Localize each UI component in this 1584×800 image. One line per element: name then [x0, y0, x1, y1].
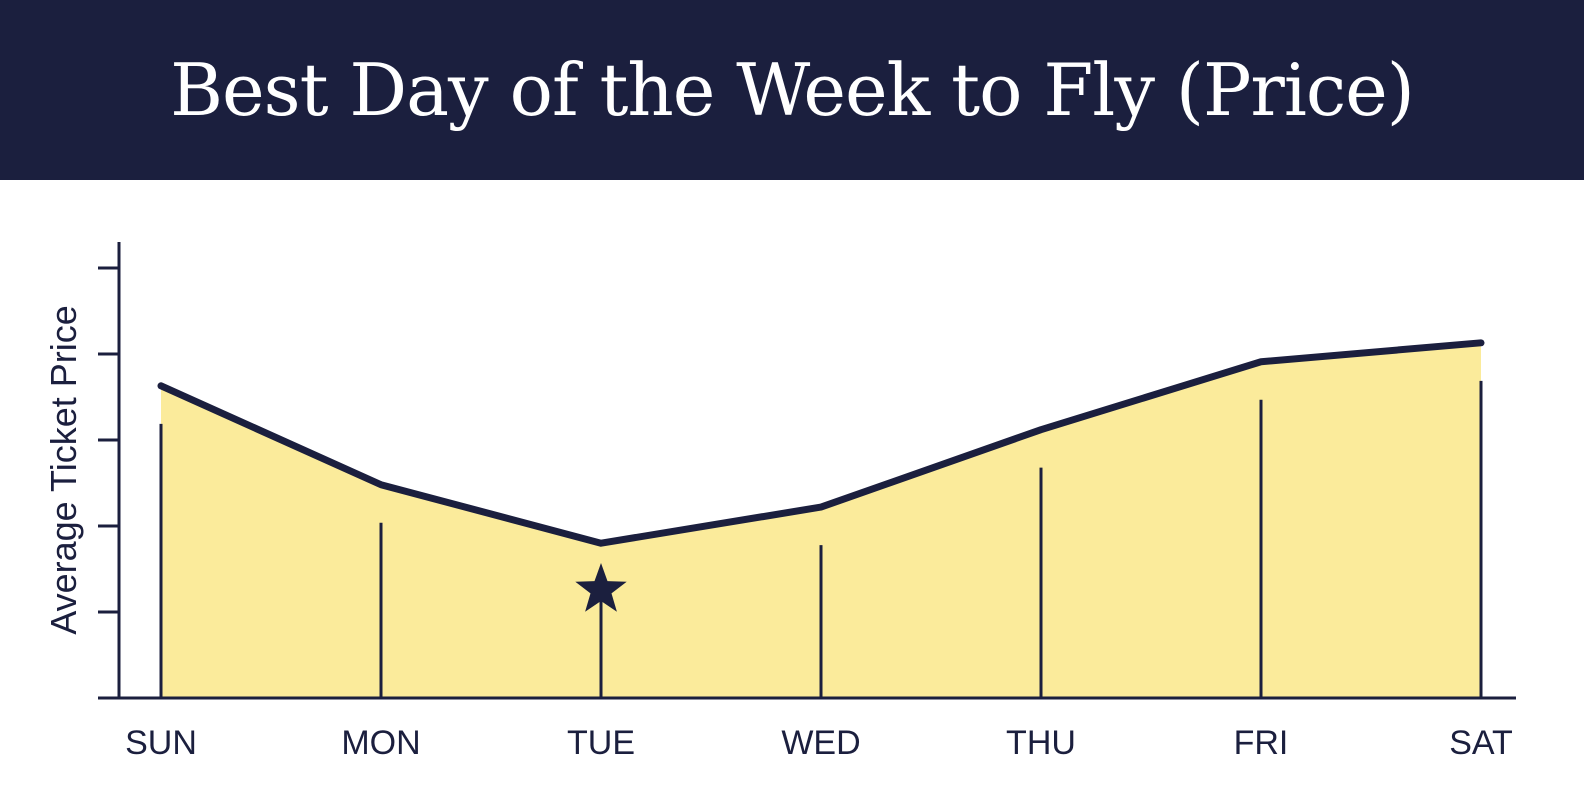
title-banner: Best Day of the Week to Fly (Price)	[0, 0, 1584, 180]
x-tick-label: TUE	[567, 724, 635, 762]
x-tick-label: WED	[781, 724, 860, 762]
x-tick-label: MON	[341, 724, 420, 762]
star-icon	[575, 563, 627, 612]
area-fill	[161, 342, 1481, 698]
y-axis-label: Average Ticket Price	[43, 305, 84, 634]
x-tick-label: SUN	[125, 724, 197, 762]
chart-title: Best Day of the Week to Fly (Price)	[170, 48, 1415, 132]
x-tick-label: SAT	[1449, 724, 1513, 762]
x-tick-label: FRI	[1234, 724, 1289, 762]
x-tick-label: THU	[1006, 724, 1076, 762]
